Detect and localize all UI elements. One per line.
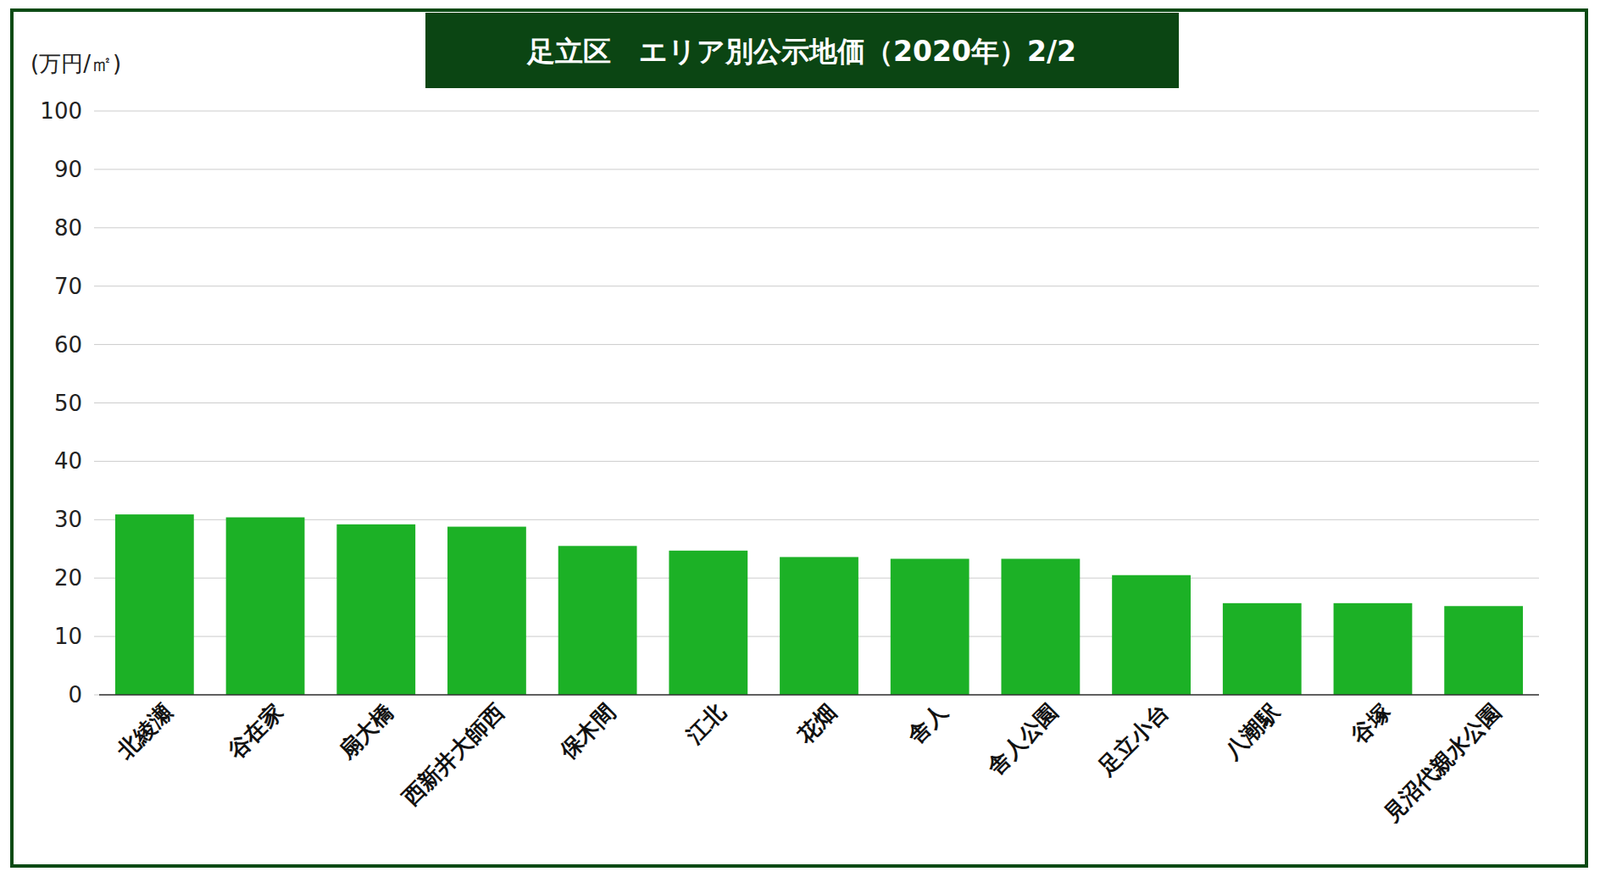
title: 足立区 エリア別公示地価（2020年）2/2 xyxy=(526,34,1077,68)
bar xyxy=(447,527,527,695)
x-tick-label: 江北 xyxy=(680,698,731,749)
tick-mark xyxy=(94,519,100,521)
bars xyxy=(115,514,1523,695)
x-tick-label: 保木間 xyxy=(554,699,620,765)
x-tick-label: 扇大橋 xyxy=(333,698,400,765)
y-tick-label: 50 xyxy=(54,390,83,417)
title-box xyxy=(425,12,1179,89)
bar xyxy=(1111,575,1191,695)
y-tick-label: 40 xyxy=(54,448,83,474)
x-axis xyxy=(99,694,1539,696)
bar xyxy=(668,550,748,695)
bar xyxy=(226,517,306,695)
tick-mark xyxy=(94,168,100,170)
grid-line xyxy=(99,694,1539,696)
y-tick-label: 30 xyxy=(54,506,83,533)
bar xyxy=(1444,605,1523,695)
bar xyxy=(115,514,195,695)
x-tick-label: 舎人公園 xyxy=(982,699,1063,780)
tick-mark xyxy=(94,577,100,579)
grid-line xyxy=(99,111,1539,112)
tick-mark xyxy=(94,461,100,462)
y-tick-label: 100 xyxy=(39,98,83,124)
bar xyxy=(779,556,859,695)
bar xyxy=(336,524,416,695)
x-tick-label: 足立小台 xyxy=(1092,699,1173,780)
bar xyxy=(1222,603,1302,695)
chart: 足立区 エリア別公示地価（2020年）2/2 (万円/㎡) 0 10 20 30 40 50 6… xyxy=(0,0,1600,877)
grid-line xyxy=(99,461,1539,462)
tick-mark xyxy=(94,111,100,112)
y-tick-label: 60 xyxy=(54,332,83,358)
tick-mark xyxy=(94,694,100,696)
chart-root: 足立区 エリア別公示地価（2020年）2/2 (万円/㎡) 0 10 20 30 40 50 6… xyxy=(0,0,1600,877)
bar xyxy=(558,545,638,695)
grid-line xyxy=(99,519,1539,521)
x-tick-label: 八潮駅 xyxy=(1218,698,1285,765)
grid-line xyxy=(99,285,1539,287)
x-tick-label: 西新井大師西 xyxy=(396,699,509,812)
x-tick-label: 花畑 xyxy=(791,699,842,750)
tick-mark xyxy=(94,285,100,287)
x-tick-label: 谷塚 xyxy=(1345,698,1396,749)
x-tick-label: 見沼代親水公園 xyxy=(1377,699,1506,828)
frame xyxy=(11,10,1587,867)
x-tick-label: 北綾瀬 xyxy=(111,699,178,765)
grid-line xyxy=(99,402,1539,404)
tick-mark xyxy=(94,636,100,638)
grid-line xyxy=(99,227,1539,228)
tick-mark xyxy=(94,344,100,345)
y-tick-label: 70 xyxy=(54,273,83,300)
y-tick-label: 90 xyxy=(54,156,83,183)
y-tick-label: 10 xyxy=(54,623,83,650)
background xyxy=(0,0,1600,877)
tick-mark xyxy=(94,402,100,404)
y-tick-label: 20 xyxy=(54,565,83,591)
bar xyxy=(1000,558,1080,695)
bar xyxy=(890,558,970,695)
x-tick-label: 舎人 xyxy=(902,698,953,749)
x-tick-label: 谷在家 xyxy=(222,699,288,765)
y-tick-label: 0 xyxy=(67,682,83,708)
tick-mark xyxy=(94,227,100,228)
y-tick-label: 80 xyxy=(54,215,83,241)
grid-line xyxy=(99,168,1539,170)
bar xyxy=(1333,603,1413,695)
grid-line xyxy=(99,344,1539,345)
y-axis-label: (万円/㎡) xyxy=(30,50,122,77)
